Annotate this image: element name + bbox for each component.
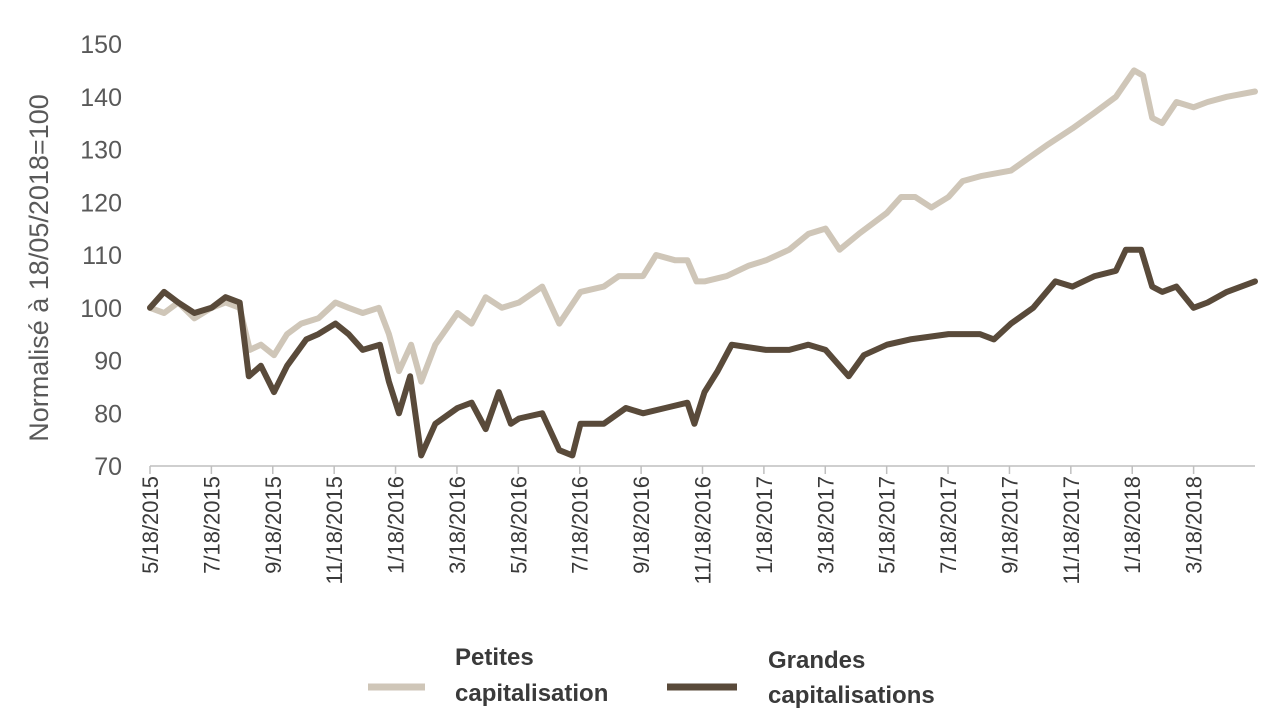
legend-label-0: Petites capitalisation bbox=[455, 644, 608, 707]
x-tick-label: 11/18/2016 bbox=[691, 476, 716, 584]
x-tick-label: 7/18/2017 bbox=[936, 476, 961, 574]
x-tick-label: 1/18/2018 bbox=[1120, 476, 1145, 574]
plot-area bbox=[147, 67, 1258, 459]
x-tick-label: 3/18/2016 bbox=[445, 476, 470, 574]
x-tick-label: 11/18/2015 bbox=[322, 476, 347, 584]
x-tick-label: 5/18/2017 bbox=[875, 476, 900, 574]
y-tick-label: 100 bbox=[80, 295, 122, 323]
x-tick-label: 11/18/2017 bbox=[1059, 476, 1084, 584]
y-tick-label: 80 bbox=[94, 400, 122, 428]
x-tick-label: 3/18/2017 bbox=[813, 476, 838, 574]
x-tick-label: 9/18/2015 bbox=[261, 476, 286, 574]
y-tick-label: 130 bbox=[80, 137, 122, 165]
y-axis-ticks: 70 80 90 100 110 120 130 140 150 bbox=[80, 31, 122, 481]
y-tick-label: 140 bbox=[80, 84, 122, 112]
y-axis-label: Normalisé à 18/05/2018=100 bbox=[24, 94, 54, 442]
y-tick-label: 110 bbox=[82, 242, 122, 270]
x-tick-label: 5/18/2015 bbox=[138, 476, 163, 574]
series-line-1 bbox=[147, 246, 1258, 459]
y-tick-label: 90 bbox=[94, 348, 122, 376]
x-tick-label: 7/18/2016 bbox=[568, 476, 593, 574]
x-axis-ticks: 5/18/2015 7/18/2015 9/18/2015 11/18/2015 1/1… bbox=[138, 466, 1207, 584]
series-line-0 bbox=[147, 67, 1258, 385]
legend-label-1: Grandes capitalisations bbox=[768, 647, 935, 709]
legend: Petites capitalisation Grandes capitalisati… bbox=[368, 644, 935, 709]
x-tick-label: 3/18/2018 bbox=[1182, 476, 1207, 574]
x-tick-label: 1/18/2016 bbox=[384, 476, 409, 574]
x-tick-label: 7/18/2015 bbox=[199, 476, 224, 574]
y-tick-label: 120 bbox=[80, 189, 122, 217]
x-tick-label: 9/18/2017 bbox=[997, 476, 1022, 574]
y-tick-label: 70 bbox=[94, 453, 122, 481]
y-tick-label: 150 bbox=[80, 31, 122, 59]
x-tick-label: 1/18/2017 bbox=[752, 476, 777, 574]
x-tick-label: 5/18/2016 bbox=[506, 476, 531, 574]
x-tick-label: 9/18/2016 bbox=[629, 476, 654, 574]
